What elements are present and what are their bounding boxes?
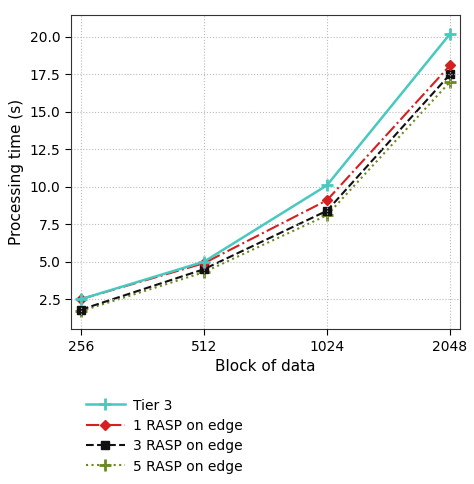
X-axis label: Block of data: Block of data [215, 359, 316, 374]
5 RASP on edge [324, 212, 330, 218]
Line: 5 RASP on edge: 5 RASP on edge [75, 76, 456, 317]
Line: Tier 3: Tier 3 [75, 29, 456, 305]
Tier 3 [201, 259, 207, 265]
1 RASP on edge [447, 62, 453, 68]
5 RASP on edge [447, 79, 453, 85]
3 RASP on edge [324, 208, 330, 213]
3 RASP on edge [78, 307, 84, 313]
1 RASP on edge [201, 260, 207, 266]
3 RASP on edge [447, 72, 453, 77]
5 RASP on edge [78, 308, 84, 314]
Tier 3 [78, 296, 84, 302]
Tier 3 [447, 31, 453, 37]
3 RASP on edge [201, 266, 207, 272]
Legend: Tier 3, 1 RASP on edge, 3 RASP on edge, 5 RASP on edge: Tier 3, 1 RASP on edge, 3 RASP on edge, … [86, 399, 243, 474]
Line: 1 RASP on edge: 1 RASP on edge [77, 61, 454, 303]
5 RASP on edge [201, 269, 207, 275]
1 RASP on edge [324, 197, 330, 203]
1 RASP on edge [78, 296, 84, 302]
Line: 3 RASP on edge: 3 RASP on edge [77, 71, 454, 314]
Y-axis label: Processing time (s): Processing time (s) [9, 99, 24, 245]
Tier 3 [324, 182, 330, 188]
